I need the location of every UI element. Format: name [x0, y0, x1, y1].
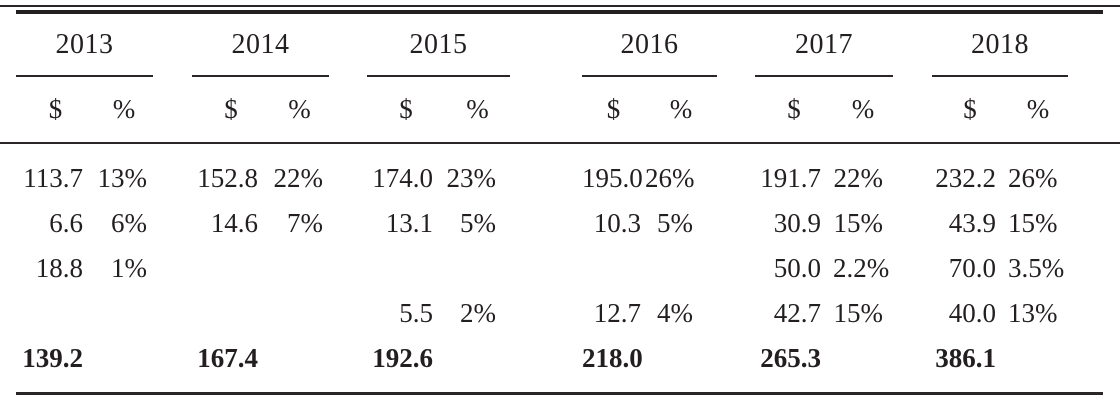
dollar-value: 42.7: [773, 298, 821, 328]
total-value: 192.6: [372, 343, 433, 373]
financial-table: 2013 2014 2015 2016 2017 2018 $ % $ %: [0, 14, 1120, 381]
column-gap: [893, 76, 932, 144]
dollar-value: 195.0: [582, 163, 643, 193]
column-gap: [510, 76, 582, 144]
right-margin: [1068, 14, 1120, 76]
percent-subheader: %: [95, 76, 153, 144]
year-header-2016: 2016: [582, 14, 717, 77]
dollar-value: 12.7: [593, 298, 641, 328]
dollar-subheader: $: [16, 76, 95, 144]
dollar-subheader: $: [582, 76, 645, 144]
dollar-value: 50.0: [773, 253, 821, 283]
total-value: 139.2: [22, 343, 83, 373]
year-header-2013: 2013: [16, 14, 153, 77]
column-gap: [717, 14, 755, 76]
column-gap: [510, 14, 582, 76]
percent-value: 5%: [657, 208, 693, 238]
dollar-value: [582, 246, 645, 291]
year-header-2017: 2017: [755, 14, 893, 77]
top-thick-rule: [16, 10, 1103, 14]
total-value: 167.4: [197, 343, 258, 373]
percent-value: 26%: [645, 163, 695, 193]
dollar-subheader: $: [192, 76, 270, 144]
percent-value: 4%: [657, 298, 693, 328]
spacer-row: [0, 143, 1120, 156]
column-gap: [329, 76, 367, 144]
dollar-value: 13.1: [385, 208, 433, 238]
dollar-value: [16, 291, 95, 336]
percent-value: 22%: [273, 163, 324, 193]
dollar-value: 14.6: [210, 208, 258, 238]
year-header-2014: 2014: [192, 14, 329, 77]
column-gap: [153, 14, 192, 76]
percent-value: 2.2%: [833, 253, 890, 283]
year-header-2015: 2015: [367, 14, 510, 77]
data-row-4: 5.5 2% 12.7 4% 42.7 15% 40.0 13%: [0, 291, 1120, 336]
subheader-row: $ % $ % $ % $ % $ % $ %: [0, 76, 1120, 144]
data-row-2: 6.6 6% 14.6 7% 13.1 5% 10.3 5% 30.9 15% …: [0, 201, 1120, 246]
percent-subheader: %: [1008, 76, 1068, 144]
top-thin-rule: [0, 5, 1120, 7]
percent-value: 13%: [1008, 298, 1058, 328]
percent-value: [95, 291, 153, 336]
percent-subheader: %: [445, 76, 510, 144]
percent-value: 13%: [97, 163, 148, 193]
dollar-value: 174.0: [372, 163, 433, 193]
dollar-subheader: $: [367, 76, 445, 144]
percent-value: 15%: [833, 208, 884, 238]
column-gap: [153, 76, 192, 144]
percent-value: 7%: [287, 208, 323, 238]
percent-value: 22%: [833, 163, 884, 193]
dollar-value: 232.2: [935, 163, 996, 193]
dollar-value: [367, 246, 445, 291]
total-value: 386.1: [935, 343, 996, 373]
percent-value: [270, 246, 329, 291]
dollar-subheader: $: [755, 76, 833, 144]
dollar-value: 43.9: [948, 208, 996, 238]
dollar-value: 191.7: [760, 163, 821, 193]
dollar-value: 40.0: [948, 298, 996, 328]
percent-value: 5%: [460, 208, 496, 238]
data-row-1: 113.7 13% 152.8 22% 174.0 23% 195.0 26% …: [0, 156, 1120, 201]
percent-value: 2%: [460, 298, 496, 328]
percent-value: 6%: [111, 208, 147, 238]
percent-value: 15%: [1008, 208, 1058, 238]
left-margin: [0, 14, 16, 76]
column-gap: [329, 14, 367, 76]
dollar-value: 18.8: [35, 253, 83, 283]
dollar-value: 10.3: [593, 208, 641, 238]
dollar-value: 5.5: [399, 298, 433, 328]
column-gap: [717, 76, 755, 144]
percent-value: [645, 246, 717, 291]
percent-value: 1%: [111, 253, 147, 283]
totals-row: 139.2 167.4 192.6 218.0 265.3 386.1: [0, 336, 1120, 381]
year-header-row: 2013 2014 2015 2016 2017 2018: [0, 14, 1120, 77]
left-margin: [0, 76, 16, 144]
percent-value: [445, 246, 510, 291]
percent-subheader: %: [833, 76, 893, 144]
dollar-subheader: $: [932, 76, 1008, 144]
percent-subheader: %: [270, 76, 329, 144]
percent-value: 23%: [446, 163, 497, 193]
percent-value: [270, 291, 329, 336]
total-value: 218.0: [582, 343, 643, 373]
data-row-3: 18.8 1% 50.0 2.2% 70.0 3.5%: [0, 246, 1120, 291]
dollar-value: 113.7: [23, 163, 83, 193]
dollar-value: 30.9: [773, 208, 821, 238]
dollar-value: [192, 246, 270, 291]
percent-value: 26%: [1008, 163, 1058, 193]
dollar-value: 6.6: [49, 208, 83, 238]
bottom-rule: [16, 392, 1103, 395]
column-gap: [893, 14, 932, 76]
year-header-2018: 2018: [932, 14, 1068, 77]
dollar-value: 70.0: [948, 253, 996, 283]
right-margin: [1068, 76, 1120, 144]
total-value: 265.3: [760, 343, 821, 373]
percent-subheader: %: [645, 76, 717, 144]
percent-value: 15%: [833, 298, 884, 328]
dollar-value: [192, 291, 270, 336]
dollar-value: 152.8: [197, 163, 258, 193]
percent-value: 3.5%: [1008, 253, 1065, 283]
